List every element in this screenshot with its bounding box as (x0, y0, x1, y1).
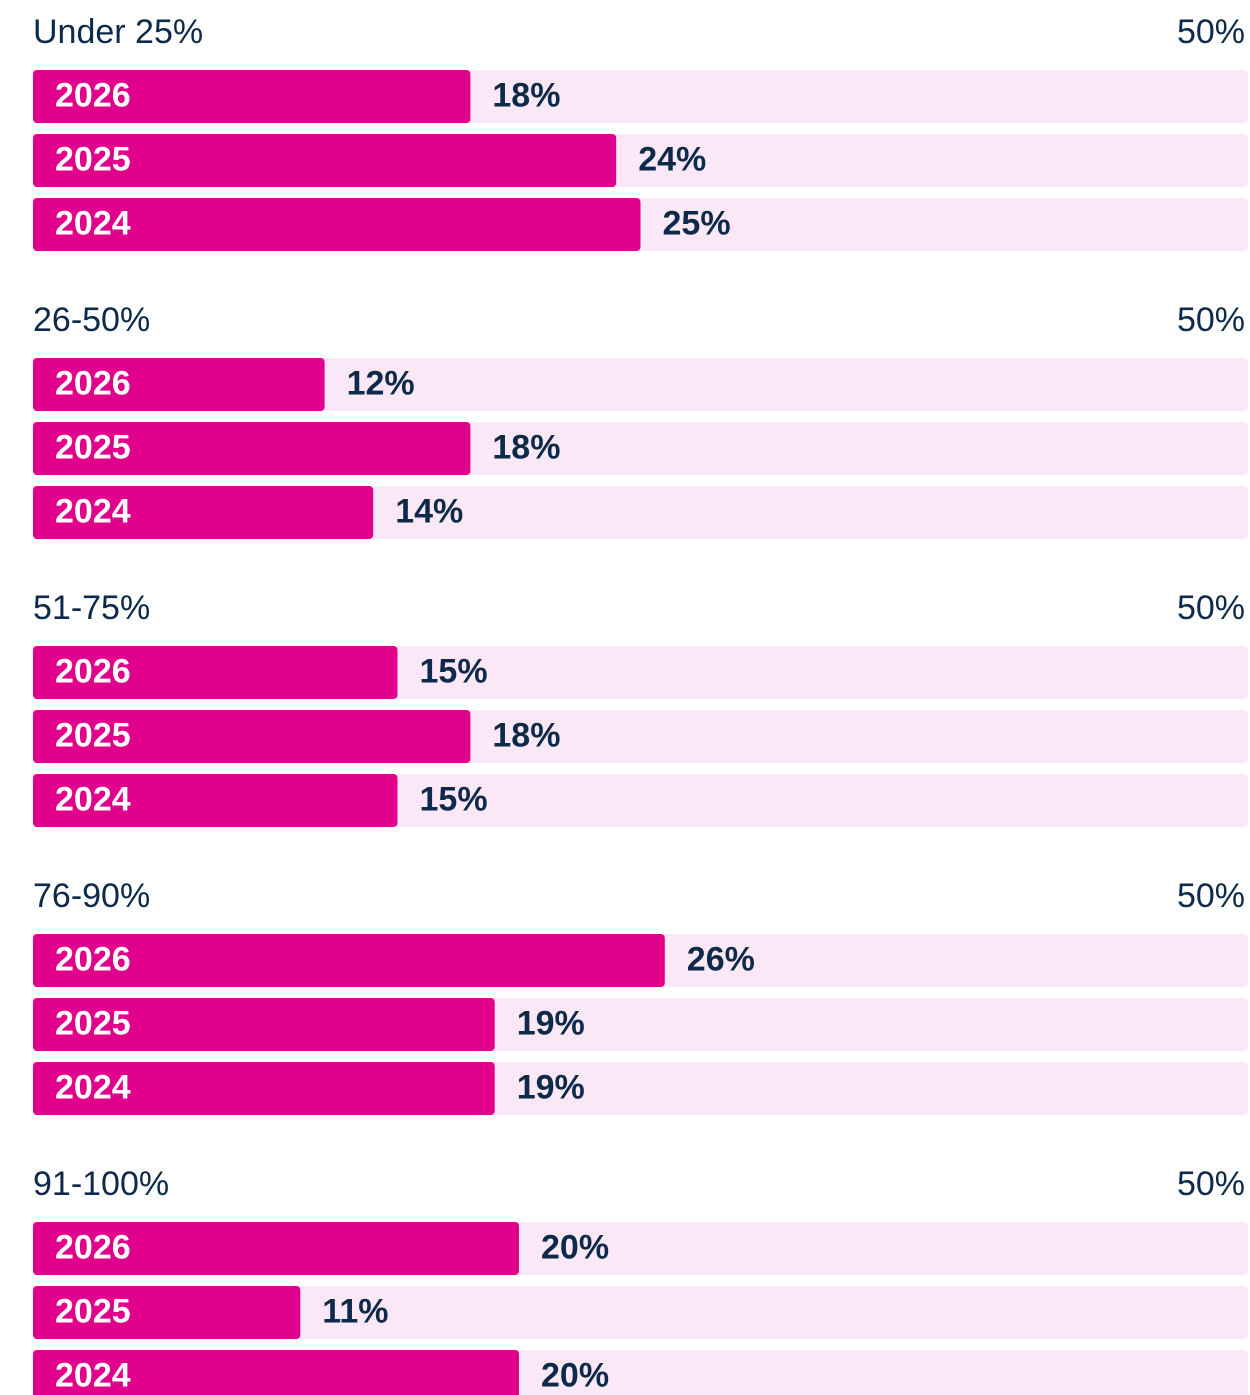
bar (33, 998, 495, 1051)
value-label: 18% (492, 428, 560, 466)
bar (33, 134, 617, 187)
category-label: 2024 (55, 780, 131, 818)
bar (33, 646, 398, 699)
value-label: 26% (687, 940, 755, 978)
x-tick-label: 50% (1177, 589, 1245, 627)
value-label: 19% (517, 1004, 585, 1042)
value-label: 15% (420, 652, 488, 690)
x-tick-label: 50% (1177, 877, 1245, 915)
bar (33, 486, 374, 539)
value-label: 14% (395, 492, 463, 530)
bar-track (33, 1286, 1248, 1339)
panel-title: 91-100% (33, 1165, 169, 1203)
panel-title: 76-90% (33, 877, 150, 915)
value-label: 25% (663, 204, 731, 242)
value-label: 18% (492, 76, 560, 114)
category-label: 2025 (55, 1004, 131, 1042)
bar-track (33, 358, 1248, 411)
bar (33, 1286, 301, 1339)
category-label: 2024 (55, 492, 131, 530)
bar (33, 1222, 519, 1275)
bar (33, 422, 471, 475)
category-label: 2026 (55, 76, 131, 114)
value-label: 11% (322, 1292, 388, 1330)
bar (33, 710, 471, 763)
value-label: 20% (541, 1228, 609, 1266)
category-label: 2026 (55, 1228, 131, 1266)
category-label: 2025 (55, 1292, 131, 1330)
category-label: 2025 (55, 140, 131, 178)
category-label: 2026 (55, 940, 131, 978)
x-tick-label: 50% (1177, 1165, 1245, 1203)
bar (33, 198, 641, 251)
bar (33, 1062, 495, 1115)
bar (33, 774, 398, 827)
value-label: 19% (517, 1068, 585, 1106)
category-label: 2026 (55, 652, 131, 690)
value-label: 12% (347, 364, 415, 402)
panel-title: 51-75% (33, 589, 150, 627)
value-label: 20% (541, 1356, 609, 1394)
bar (33, 1350, 519, 1395)
bar (33, 934, 665, 987)
x-tick-label: 50% (1177, 13, 1245, 51)
bar (33, 70, 471, 123)
value-label: 18% (492, 716, 560, 754)
panel-title: Under 25% (33, 13, 203, 51)
x-tick-label: 50% (1177, 301, 1245, 339)
value-label: 15% (420, 780, 488, 818)
category-label: 2025 (55, 428, 131, 466)
category-label: 2024 (55, 1068, 131, 1106)
category-label: 2025 (55, 716, 131, 754)
value-label: 24% (638, 140, 706, 178)
category-label: 2024 (55, 1356, 131, 1394)
panel-title: 26-50% (33, 301, 150, 339)
category-label: 2026 (55, 364, 131, 402)
category-label: 2024 (55, 204, 131, 242)
bar (33, 358, 325, 411)
